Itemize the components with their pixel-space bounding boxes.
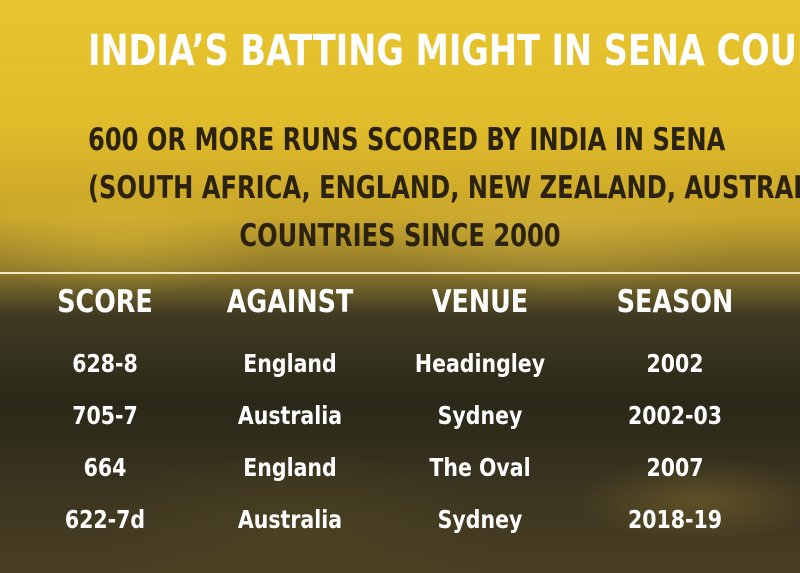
table-row: 628-8 England Headingley 2002: [0, 349, 800, 389]
subtitle-line-3: COUNTRIES SINCE 2000: [239, 218, 561, 254]
cell-score: 705-7: [72, 401, 138, 430]
subtitle: 600 OR MORE RUNS SCORED BY INDIA IN SENA…: [88, 116, 800, 260]
cell-venue: Headingley: [414, 349, 546, 378]
cell-score: 628-8: [72, 349, 138, 378]
table-row: 705-7 Australia Sydney 2002-03: [0, 401, 800, 441]
cell-against: England: [243, 453, 337, 482]
divider: [0, 272, 800, 274]
cell-score: 664: [83, 453, 127, 482]
cell-season: 2002: [646, 349, 704, 378]
table-row: 664 England The Oval 2007: [0, 453, 800, 493]
header-against: AGAINST: [226, 284, 354, 320]
header-score: SCORE: [57, 284, 153, 320]
cell-venue: Sydney: [437, 505, 523, 534]
cell-against: Australia: [237, 401, 343, 430]
header-venue: VENUE: [431, 284, 529, 320]
cell-against: England: [243, 349, 337, 378]
table-row: 622-7d Australia Sydney 2018-19: [0, 505, 800, 545]
subtitle-line-2: (SOUTH AFRICA, ENGLAND, NEW ZEALAND, AUS…: [88, 170, 800, 206]
cell-season: 2002-03: [627, 401, 723, 430]
cell-venue: The Oval: [429, 453, 531, 482]
cell-score: 622-7d: [64, 505, 146, 534]
table-header-row: SCORE AGAINST VENUE SEASON: [0, 284, 800, 324]
subtitle-line-1: 600 OR MORE RUNS SCORED BY INDIA IN SENA: [88, 122, 726, 158]
cell-season: 2018-19: [627, 505, 723, 534]
cell-against: Australia: [237, 505, 343, 534]
stadium-background: [0, 200, 800, 573]
cell-venue: Sydney: [437, 401, 523, 430]
header-season: SEASON: [616, 284, 734, 320]
page-title: INDIA’S BATTING MIGHT IN SENA COUNTRIES: [88, 26, 800, 76]
cell-season: 2007: [646, 453, 704, 482]
